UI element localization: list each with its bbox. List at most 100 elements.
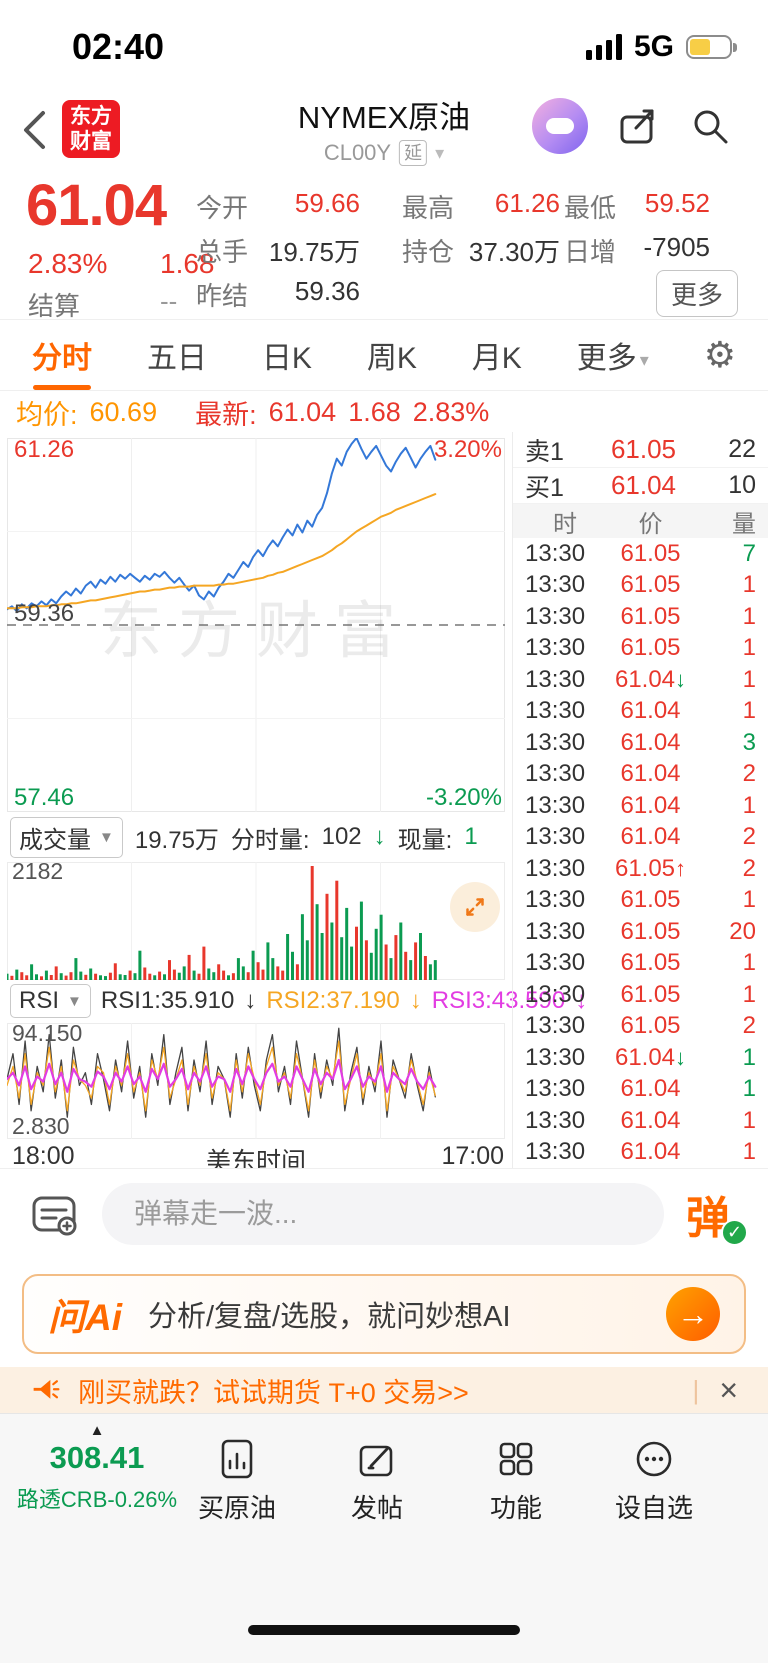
tape-row: 13:30 61.04↓ 1 [513, 664, 768, 696]
tape-row: 13:30 61.05 20 [513, 916, 768, 948]
rsi-chart-svg[interactable] [7, 1023, 505, 1139]
status-time: 02:40 [72, 26, 165, 67]
tape-time: 13:30 [525, 602, 586, 630]
tape-price: 61.05 [620, 886, 681, 914]
rsi1-value: RSI1:35.910 [100, 987, 235, 1014]
avatar[interactable] [532, 98, 588, 154]
last-price: 61.04 [26, 173, 167, 238]
settle-label: 结算 [28, 291, 81, 321]
rsi-max-label: 94.150 [12, 1020, 83, 1046]
back-button[interactable] [16, 106, 56, 154]
volume-chart-svg[interactable] [7, 862, 505, 980]
rsi-chart[interactable]: 94.150 2.830 [0, 1020, 512, 1142]
tab-5day[interactable]: 五日 [146, 342, 207, 375]
chart-low-label: 57.46 [14, 784, 75, 811]
search-icon[interactable] [688, 104, 732, 148]
current-volume-value: 1 [464, 823, 478, 850]
chart-high-pct-label: 3.20% [433, 436, 502, 463]
rsi-indicator-dropdown[interactable]: RSI ▼ [10, 984, 91, 1018]
nav-item-post[interactable]: 发帖 [351, 1436, 403, 1525]
header: 东方 财富 NYMEX原油 CL00Y 延 ▾ [0, 90, 768, 170]
nav-item-buy-oil[interactable]: 买原油 [198, 1436, 276, 1525]
nav-item-functions[interactable]: 功能 [490, 1436, 542, 1525]
volume-total: 19.75万 [134, 826, 219, 854]
nav-label: 功能 [489, 1493, 543, 1523]
tab-more-label: 更多 [576, 342, 637, 375]
danmu-settings-icon[interactable] [28, 1188, 80, 1240]
tab-more[interactable]: 更多 ▾ [577, 320, 649, 390]
home-indicator[interactable] [248, 1625, 520, 1635]
more-button[interactable]: 更多 [655, 270, 738, 317]
tape-time: 13:30 [525, 728, 586, 756]
tape-price: 61.05 [620, 917, 681, 945]
danmu-send-button[interactable]: 弹 ✓ [686, 1182, 748, 1246]
order-book-buy-row[interactable]: 买1 61.04 10 [513, 468, 768, 504]
ai-banner-text: 分析/复盘/选股，就问妙想AI [148, 1301, 511, 1333]
field-label: 最低 [564, 193, 617, 223]
last-change: 1.68 [348, 396, 401, 427]
ai-arrow-button[interactable]: → [666, 1287, 720, 1341]
post-pencil-icon [359, 1445, 393, 1477]
nav-label: 买原油 [197, 1493, 277, 1523]
tape-row: 13:30 61.04 1 [513, 790, 768, 822]
tab-minute[interactable]: 分时 [32, 320, 92, 390]
field-label: 今开 [196, 193, 249, 223]
tape-list: 13:30 61.05 7 13:30 61.05 1 13:30 61.05 1 13:30 61… [513, 538, 768, 1168]
tape-row: 13:30 61.04 1 [513, 696, 768, 728]
battery-icon [686, 35, 737, 59]
field-value: 59.52 [644, 188, 710, 218]
tape-qty: 1 [742, 634, 756, 662]
expand-chart-button[interactable] [450, 882, 500, 932]
tape-time: 13:30 [525, 917, 586, 945]
danmu-bar: 弹 ✓ [0, 1168, 768, 1259]
volume-chart[interactable]: 2182 [0, 856, 512, 982]
share-icon[interactable] [616, 104, 660, 148]
gear-icon[interactable]: ⚙ [703, 334, 736, 375]
volume-indicator-dropdown[interactable]: 成交量 ▼ [10, 816, 123, 858]
network-label: 5G [633, 30, 674, 63]
tape-row: 13:30 61.04 3 [513, 727, 768, 759]
danmu-input[interactable] [132, 1197, 634, 1231]
chart-tabs: 分时 五日 日K 周K 月K 更多 ▾ ⚙ [0, 319, 768, 391]
tape-price: 61.04 [620, 1106, 681, 1134]
tape-time: 13:30 [525, 1075, 586, 1103]
quote-panel: 61.04 2.83% 1.68 结算 -- 今开 59.66 最高 61.26… [0, 170, 768, 321]
tape-price: 61.04 [620, 1138, 681, 1166]
promo-bar[interactable]: 刚买就跌？试试期货 T+0 交易>> | × [0, 1367, 768, 1413]
minute-chart-svg[interactable] [7, 438, 505, 812]
axis-start: 18:00 [12, 1142, 75, 1170]
tape-row: 13:30 61.05 2 [513, 1011, 768, 1043]
chart-prevclose-label: 59.36 [14, 600, 75, 627]
tape-qty: 2 [742, 760, 756, 788]
tape-price: 61.05 [620, 571, 681, 599]
tape-time: 13:30 [525, 980, 586, 1008]
nav-item-watchlist[interactable]: 设自选 [615, 1436, 693, 1525]
field-value: 37.30万 [468, 237, 560, 267]
chevron-down-icon[interactable]: ▾ [435, 142, 445, 163]
buy-label: 买1 [525, 473, 564, 502]
tab-monthly-k[interactable]: 月K [471, 342, 522, 375]
tape-price: 61.04 [620, 791, 681, 819]
rsi-min-label: 2.830 [12, 1113, 70, 1139]
eastmoney-logo: 东方 财富 [62, 100, 120, 158]
settle-value: -- [160, 286, 178, 316]
close-icon[interactable]: × [719, 1372, 738, 1408]
field-label: 昨结 [196, 281, 249, 311]
rsi-header: RSI ▼ RSI1:35.910 ↓ RSI2:37.190 ↓ RSI3:4… [0, 982, 587, 1020]
tab-daily-k[interactable]: 日K [261, 342, 312, 375]
minute-chart[interactable]: 东方财富 61.26 3.20% 59.36 57.46 -3.20% [0, 432, 512, 818]
megaphone-icon [33, 1379, 60, 1399]
volume-max-label: 2182 [12, 858, 64, 884]
order-book-sell-row[interactable]: 卖1 61.05 22 [513, 432, 768, 468]
status-bar: 02:40 5G [0, 0, 768, 90]
crb-label: 路透CRB-0.26% [16, 1487, 178, 1512]
change-percent: 2.83% [28, 248, 108, 279]
rsi2-value: RSI2:37.190 [266, 987, 400, 1014]
ai-banner[interactable]: 问Ai 分析/复盘/选股，就问妙想AI → [22, 1274, 746, 1354]
grid-icon [499, 1442, 533, 1476]
ai-logo: 问Ai [48, 1297, 122, 1338]
tape-row: 13:30 61.05 1 [513, 885, 768, 917]
nav-item-crb[interactable]: ▲ 308.41 路透CRB-0.26% [16, 1423, 178, 1514]
tab-weekly-k[interactable]: 周K [366, 342, 417, 375]
avg-value: 60.69 [89, 396, 158, 427]
